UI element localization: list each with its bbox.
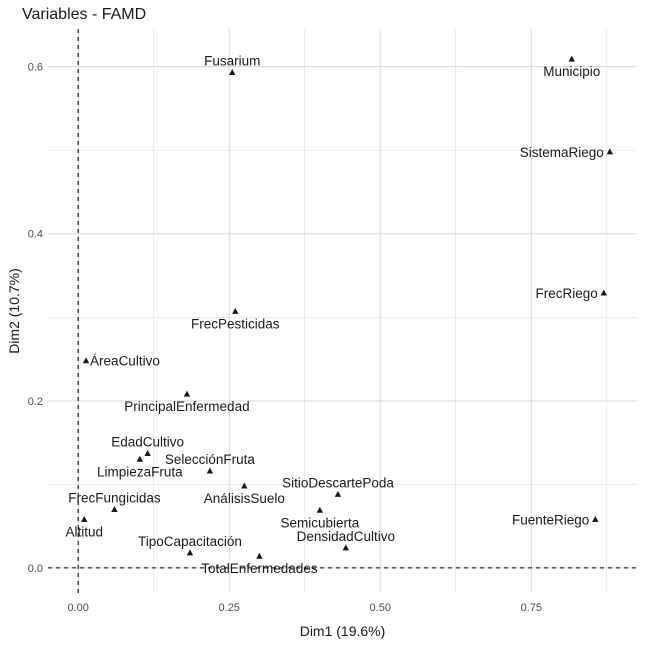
point-label: Semicubierta <box>280 515 359 530</box>
point-marker <box>111 505 118 512</box>
point-label: Altitud <box>65 524 103 539</box>
axis-ticks: 0.00 0.25 0.50 0.75 0.0 0.2 0.4 0.6 <box>28 62 542 614</box>
x-axis-title: Dim1 (19.6%) <box>300 623 386 639</box>
point-label: SelecciónFruta <box>165 452 256 467</box>
point-marker <box>186 549 194 556</box>
y-tick-label: 0.2 <box>28 396 43 408</box>
point-marker <box>81 515 88 522</box>
point-marker <box>229 68 236 75</box>
point-label: SistemaRiego <box>520 145 604 160</box>
point-label: LimpiezaFruta <box>97 464 183 479</box>
point-label: ÁreaCultivo <box>90 354 160 369</box>
point-label: Fusarium <box>204 53 260 68</box>
point-label: AnálisisSuelo <box>204 491 285 506</box>
x-tick-label: 0.00 <box>67 602 88 614</box>
point-marker <box>82 357 90 364</box>
grid-lines <box>48 29 637 593</box>
point-marker <box>568 55 575 62</box>
point-label: TotalEnfermedades <box>201 561 318 576</box>
data-points <box>81 55 614 559</box>
x-tick-label: 0.75 <box>521 602 542 614</box>
point-marker <box>206 467 214 474</box>
point-marker <box>592 515 599 522</box>
reference-lines <box>48 29 637 593</box>
point-marker <box>600 289 607 296</box>
point-marker <box>342 544 350 551</box>
point-label: FrecRiego <box>535 286 597 301</box>
point-marker <box>232 307 239 314</box>
point-label: FuenteRiego <box>512 512 589 527</box>
point-marker <box>241 482 248 489</box>
point-marker <box>144 449 151 456</box>
point-marker <box>334 490 342 497</box>
point-marker <box>606 148 614 155</box>
y-tick-label: 0.4 <box>28 229 43 241</box>
point-marker <box>136 455 144 462</box>
point-marker <box>183 390 191 397</box>
point-label: TipoCapacitación <box>138 534 242 549</box>
point-label: Municipio <box>543 64 600 79</box>
point-label: SitioDescartePoda <box>282 475 394 490</box>
point-marker <box>256 552 263 559</box>
chart-title: Variables - FAMD <box>22 6 147 23</box>
point-label: PrincipalEnfermedad <box>124 399 249 414</box>
point-label: FrecFungicidas <box>68 490 161 505</box>
x-tick-label: 0.25 <box>219 602 240 614</box>
point-label: DensidadCultivo <box>297 529 395 544</box>
point-marker <box>316 506 324 513</box>
y-axis-title: Dim2 (10.7%) <box>6 268 22 354</box>
y-tick-label: 0.6 <box>28 62 43 74</box>
x-tick-label: 0.50 <box>370 602 391 614</box>
y-tick-label: 0.0 <box>28 563 43 575</box>
point-label: FrecPesticidas <box>191 316 280 331</box>
point-label: EdadCultivo <box>111 434 184 449</box>
point-labels: Fusarium Municipio SistemaRiego FrecRiego Fr… <box>65 53 603 576</box>
